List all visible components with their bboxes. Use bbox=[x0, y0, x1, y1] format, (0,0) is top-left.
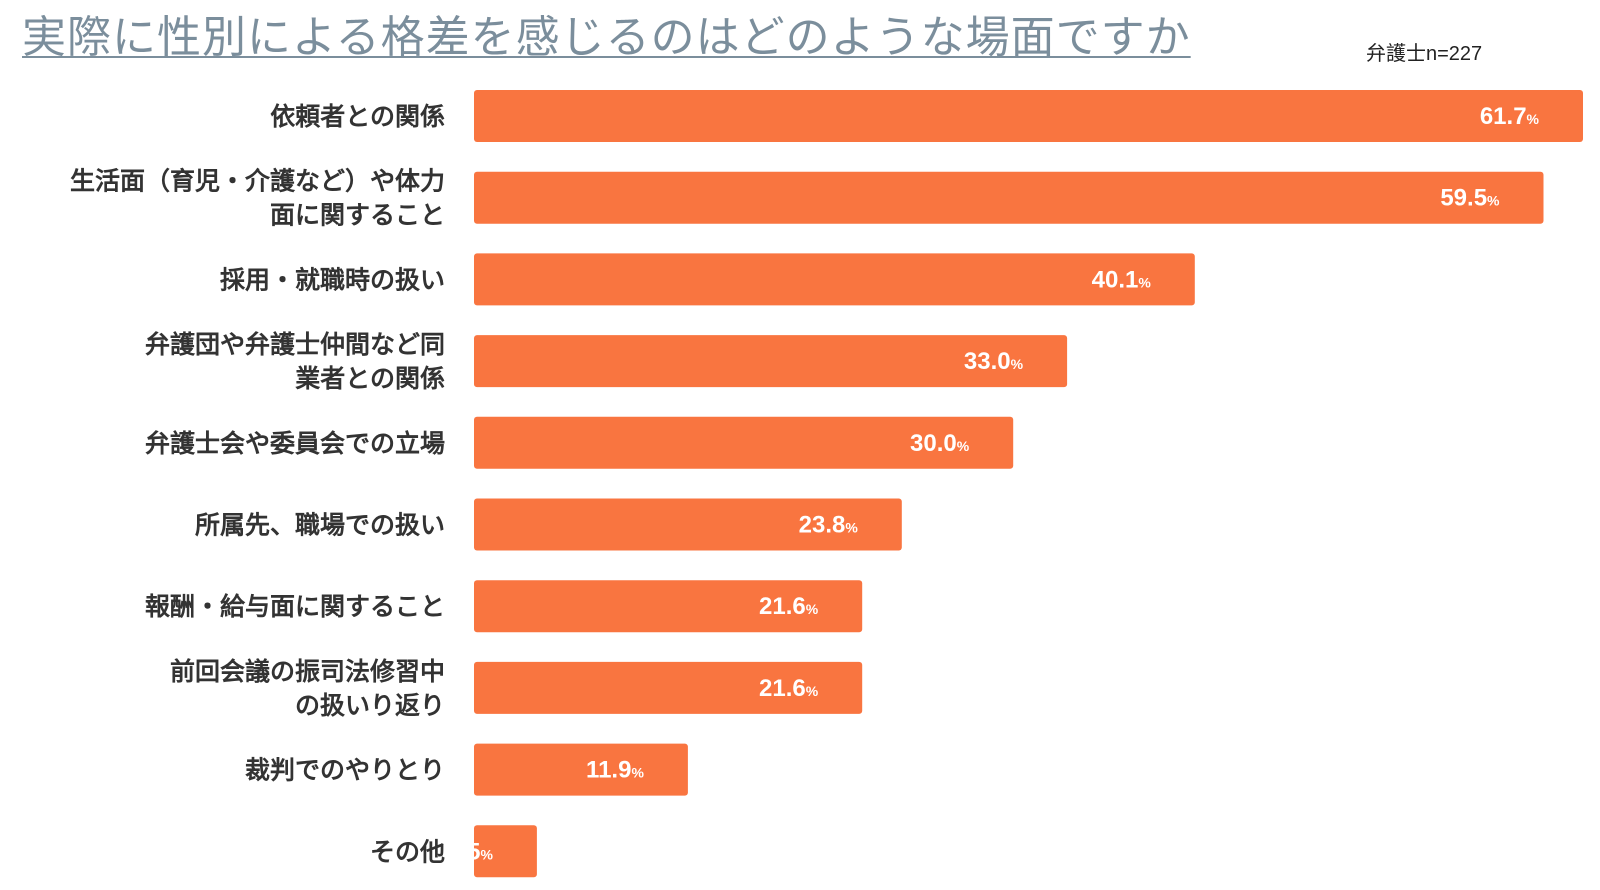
category-label-4: 弁護団や弁護士仲間など同業者との関係 bbox=[145, 330, 445, 393]
category-label-7: 報酬・給与面に関すること bbox=[145, 592, 445, 621]
sample-size-note: 弁護士n=227 bbox=[1366, 43, 1483, 65]
value-label-10: 3.5% bbox=[447, 838, 493, 865]
bar-3 bbox=[474, 253, 1195, 306]
value-label-9: 11.9% bbox=[586, 757, 644, 784]
value-label-2: 59.5% bbox=[1440, 185, 1500, 212]
bar-1 bbox=[474, 90, 1583, 142]
labels-layer: 61.7% 依頼者との関係 59.5% 生活面（育児・介護など）や体力面に関すること 4… bbox=[70, 102, 1540, 866]
bar-2 bbox=[474, 171, 1544, 224]
category-label-9: 裁判でのやりとり bbox=[245, 756, 445, 785]
category-label-10: その他 bbox=[370, 837, 445, 866]
value-label-4: 33.0% bbox=[964, 348, 1024, 375]
bar-4 bbox=[474, 335, 1068, 388]
value-label-6: 23.8% bbox=[799, 512, 859, 539]
chart-title: 実際に性別による格差を感じるのはどのような場面ですか bbox=[22, 12, 1191, 63]
bar-7 bbox=[474, 580, 863, 633]
bars-layer bbox=[474, 90, 1583, 878]
bar-5 bbox=[474, 416, 1014, 469]
category-label-1: 依頼者との関係 bbox=[270, 102, 445, 131]
bar-6 bbox=[474, 498, 902, 551]
value-label-5: 30.0% bbox=[910, 430, 970, 457]
bar-9 bbox=[474, 743, 688, 796]
category-label-6: 所属先、職場での扱い bbox=[195, 511, 445, 540]
category-label-2: 生活面（育児・介護など）や体力面に関すること bbox=[70, 167, 445, 230]
category-label-3: 採用・就職時の扱い bbox=[220, 265, 445, 294]
value-label-8: 21.6% bbox=[759, 675, 819, 702]
category-label-5: 弁護士会や委員会での立場 bbox=[145, 429, 445, 458]
bar-8 bbox=[474, 661, 863, 714]
bar-10 bbox=[474, 825, 537, 878]
value-label-7: 21.6% bbox=[759, 593, 819, 620]
value-label-3: 40.1% bbox=[1092, 266, 1152, 293]
value-label-1: 61.7% bbox=[1480, 103, 1540, 130]
category-label-8: 前回会議の振司法修習中の扱いり返り bbox=[170, 657, 445, 720]
